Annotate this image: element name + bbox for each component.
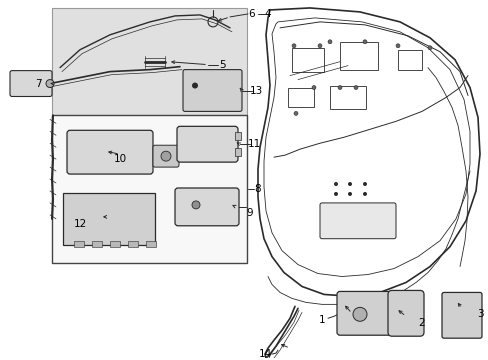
Bar	[235, 148, 241, 156]
FancyBboxPatch shape	[336, 292, 390, 335]
FancyBboxPatch shape	[63, 193, 155, 245]
Circle shape	[161, 151, 171, 161]
FancyBboxPatch shape	[153, 145, 179, 167]
Bar	[291, 48, 324, 72]
FancyBboxPatch shape	[52, 116, 246, 262]
Bar	[235, 132, 241, 140]
Bar	[92, 241, 102, 247]
Circle shape	[362, 182, 366, 186]
Text: 9: 9	[246, 208, 253, 218]
Circle shape	[192, 201, 200, 209]
FancyBboxPatch shape	[175, 188, 239, 226]
Bar	[110, 241, 120, 247]
Bar	[146, 241, 156, 247]
Text: 7: 7	[35, 78, 41, 89]
Bar	[128, 241, 138, 247]
Circle shape	[352, 307, 366, 321]
Bar	[397, 50, 421, 69]
FancyBboxPatch shape	[441, 292, 481, 338]
Circle shape	[293, 111, 297, 116]
FancyBboxPatch shape	[52, 8, 246, 116]
Circle shape	[427, 46, 431, 50]
Bar	[329, 86, 365, 109]
Circle shape	[333, 192, 337, 196]
Circle shape	[192, 82, 198, 89]
FancyBboxPatch shape	[387, 291, 423, 336]
Text: 6: 6	[248, 9, 255, 19]
Circle shape	[347, 182, 351, 186]
Circle shape	[395, 44, 399, 48]
Circle shape	[46, 80, 54, 87]
Text: 13: 13	[249, 86, 262, 95]
Text: 5: 5	[218, 60, 225, 69]
Text: 12: 12	[73, 219, 86, 229]
FancyBboxPatch shape	[319, 203, 395, 239]
Text: 11: 11	[247, 139, 260, 149]
Circle shape	[362, 192, 366, 196]
Circle shape	[311, 86, 315, 90]
Text: 4: 4	[264, 9, 271, 19]
Circle shape	[327, 40, 331, 44]
Circle shape	[362, 40, 366, 44]
Circle shape	[337, 86, 341, 90]
FancyBboxPatch shape	[183, 69, 242, 111]
Circle shape	[347, 192, 351, 196]
Text: 1: 1	[318, 315, 325, 325]
Circle shape	[291, 44, 295, 48]
Text: 8: 8	[254, 184, 261, 194]
Text: 14: 14	[258, 349, 271, 359]
Bar	[339, 42, 377, 69]
Circle shape	[353, 86, 357, 90]
Circle shape	[333, 182, 337, 186]
FancyBboxPatch shape	[10, 71, 52, 96]
Text: 3: 3	[476, 309, 482, 319]
FancyBboxPatch shape	[177, 126, 238, 162]
Bar	[74, 241, 84, 247]
Bar	[287, 87, 313, 107]
Text: 10: 10	[113, 154, 126, 164]
Circle shape	[317, 44, 321, 48]
Text: 2: 2	[418, 318, 425, 328]
FancyBboxPatch shape	[67, 130, 153, 174]
